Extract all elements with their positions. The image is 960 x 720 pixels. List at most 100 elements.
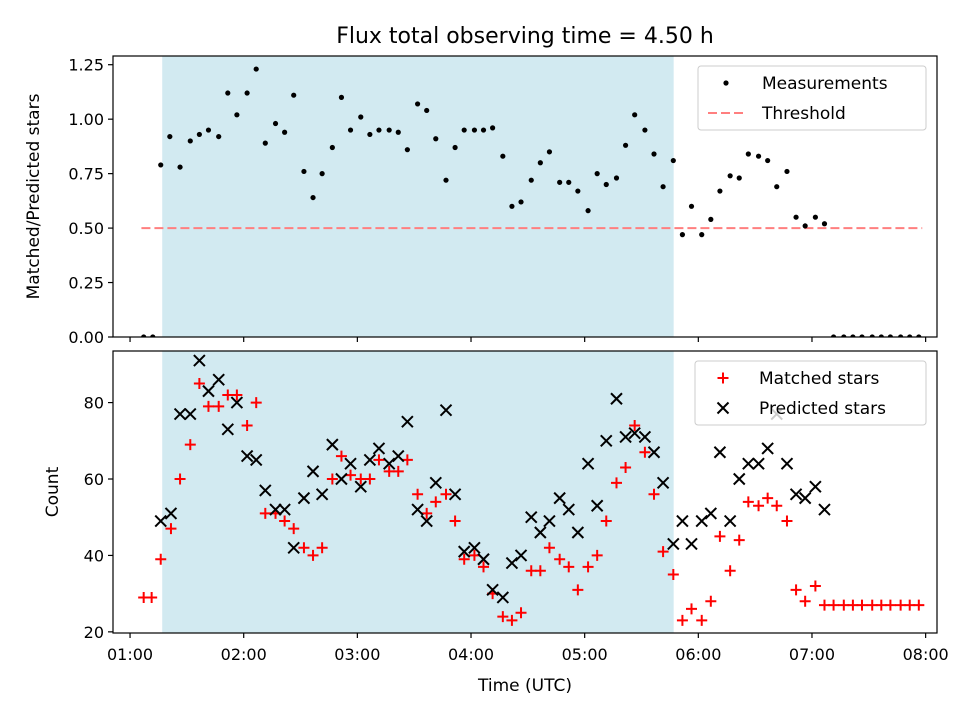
measurement-point	[736, 175, 742, 181]
legend-label: Measurements	[762, 74, 888, 94]
measurement-point	[196, 131, 202, 138]
measurement-point	[802, 223, 808, 229]
measurement-point	[272, 120, 279, 127]
matched-star-point	[676, 614, 688, 626]
matched-star-point	[563, 561, 575, 573]
predicted-star-point	[372, 442, 386, 455]
x-tick-label: 03:00	[334, 645, 380, 664]
measurement-point	[500, 153, 506, 159]
predicted-star-point	[429, 476, 442, 490]
matched-star-point	[335, 450, 347, 462]
predicted-star-point	[278, 503, 291, 516]
predicted-star-point	[221, 423, 234, 436]
matched-star-point	[412, 488, 424, 500]
matched-star-point	[572, 584, 584, 596]
predicted-star-point	[742, 457, 755, 470]
measurement-point	[887, 334, 894, 337]
matched-star-point	[610, 477, 622, 489]
measurement-point	[404, 147, 410, 153]
predicted-star-point	[230, 396, 244, 409]
measurement-point	[765, 157, 771, 164]
series-predicted-stars	[154, 354, 831, 604]
predicted-star-point	[496, 591, 510, 604]
predicted-star-point	[733, 472, 746, 486]
measurement-point	[187, 138, 193, 144]
predicted-star-point	[713, 446, 727, 459]
y-tick-label: 40	[84, 546, 104, 565]
matched-star-point	[554, 553, 566, 565]
predicted-star-point	[287, 541, 300, 554]
measurement-point	[850, 334, 856, 337]
measurement-point	[622, 142, 629, 148]
measurement-point	[642, 127, 648, 133]
measurement-point	[225, 90, 231, 96]
measurement-point	[708, 216, 714, 222]
x-tick-label: 05:00	[562, 645, 608, 664]
matched-star-point	[600, 515, 612, 527]
matched-star-point	[809, 580, 821, 592]
matched-star-point	[696, 614, 708, 626]
measurement-point	[916, 334, 922, 337]
measurement-point	[859, 334, 865, 337]
measurement-point	[310, 194, 316, 201]
y-tick-label: 0.50	[68, 219, 104, 238]
measurement-point	[338, 94, 345, 100]
matched-star-point	[184, 439, 196, 451]
matched-star-point	[307, 549, 319, 561]
matched-star-point	[913, 599, 925, 611]
predicted-star-point	[798, 491, 812, 505]
matched-star-point	[468, 549, 480, 561]
matched-star-point	[345, 469, 357, 481]
measurement-point	[471, 127, 478, 133]
predicted-star-point	[315, 488, 329, 501]
measurement-point	[347, 127, 354, 133]
measurement-point	[727, 173, 733, 179]
matched-star-point	[828, 599, 840, 611]
predicted-star-point	[656, 476, 670, 490]
matched-star-point	[686, 603, 698, 615]
matched-star-point	[799, 595, 811, 607]
predicted-star-point	[647, 446, 661, 459]
measurement-point	[907, 334, 913, 337]
measurement-point	[329, 144, 335, 151]
y-tick-label: 0.00	[68, 328, 104, 347]
ratio-panel: 0.00 0.25 0.50 0.75 1.00 1.25 Matched/Predicte…	[24, 55, 938, 347]
measurement-point	[424, 107, 430, 114]
measurement-point	[282, 129, 288, 135]
matched-star-point	[534, 565, 546, 577]
measurement-point	[688, 203, 695, 209]
measurement-point	[234, 112, 240, 118]
measurement-point	[443, 177, 449, 183]
matched-star-point	[155, 553, 167, 565]
predicted-star-point	[600, 434, 613, 448]
measurement-point	[812, 214, 818, 220]
legend: Matched stars Predicted stars	[694, 360, 927, 426]
matched-star-point	[250, 397, 262, 409]
predicted-star-point	[525, 511, 538, 524]
legend-box	[697, 65, 927, 131]
matched-star-point	[714, 530, 726, 542]
measurement-point	[585, 208, 591, 214]
predicted-star-point	[543, 514, 556, 528]
predicted-star-point	[676, 514, 689, 528]
matched-star-point	[326, 473, 338, 485]
matched-star-point	[213, 400, 225, 412]
matched-star-point	[401, 454, 413, 466]
predicted-star-point	[610, 392, 623, 405]
legend-measurements-marker	[723, 80, 729, 86]
predicted-star-point	[401, 415, 414, 428]
legend-label: Threshold	[761, 104, 846, 124]
predicted-star-point	[704, 507, 718, 520]
measurement-point	[613, 175, 620, 181]
measurement-point	[660, 184, 666, 190]
matched-star-point	[790, 584, 802, 596]
matched-star-point	[742, 496, 754, 508]
matched-star-point	[430, 496, 442, 508]
predicted-star-point	[581, 457, 595, 470]
measurement-point	[717, 188, 723, 194]
predicted-star-point	[685, 537, 698, 551]
matched-star-point	[724, 565, 736, 577]
predicted-star-point	[789, 488, 803, 501]
matched-star-point	[705, 595, 717, 607]
measurement-point	[537, 160, 543, 166]
